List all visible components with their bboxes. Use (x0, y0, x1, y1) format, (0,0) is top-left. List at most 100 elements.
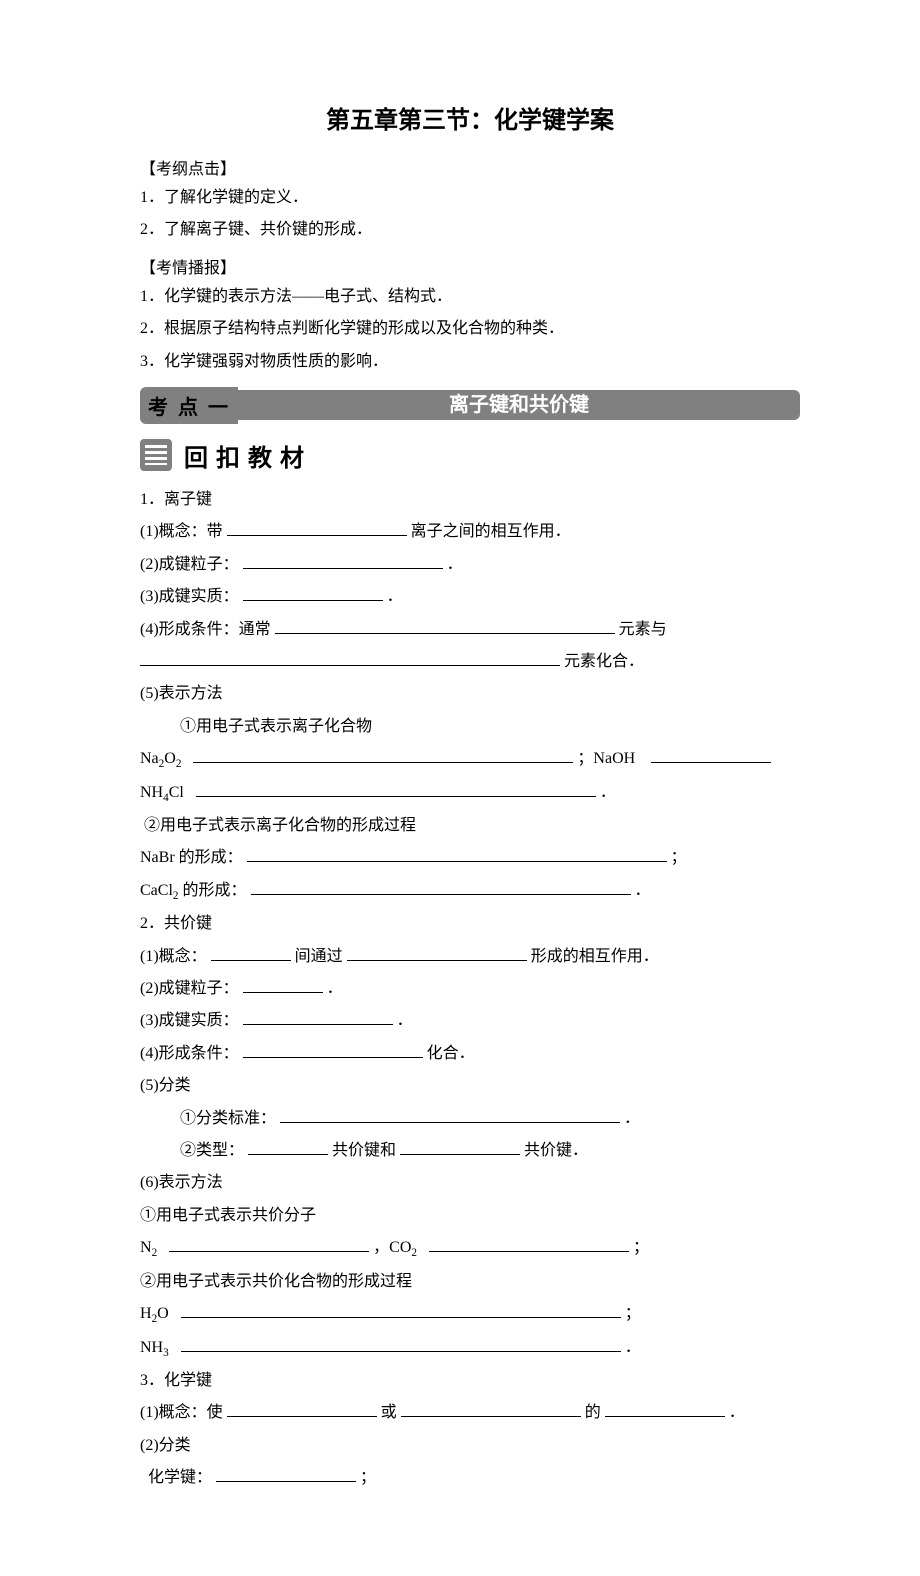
text: 共价键和 (332, 1142, 396, 1159)
blank (347, 943, 527, 961)
blank (243, 1008, 393, 1026)
text: ． (387, 588, 403, 605)
chembond-classify: (2)分类 (140, 1431, 800, 1461)
blank (140, 648, 560, 666)
blank (181, 1300, 621, 1318)
blank (193, 745, 573, 763)
kaogang-item: 1．了解化学键的定义． (140, 183, 800, 213)
kaodian-row: 考点一 离子键和共价键 (140, 387, 800, 424)
blank (429, 1235, 629, 1253)
blank (227, 1400, 377, 1418)
text: NaBr 的形成： (140, 849, 243, 866)
page-title: 第五章第三节：化学键学案 (140, 100, 800, 135)
text: ；NaOH (577, 750, 635, 767)
na2o2-line: Na2O2 ；NaOH (140, 744, 800, 775)
text: 元素化合． (564, 653, 644, 670)
nabr-line: NaBr 的形成： ； (140, 843, 800, 873)
text: ； (625, 1305, 641, 1322)
text: (2)成键粒子： (140, 556, 239, 573)
ionic-heading: 1．离子键 (140, 485, 800, 515)
blank (401, 1400, 581, 1418)
covalent-heading: 2．共价键 (140, 909, 800, 939)
text: (4)形成条件： (140, 1045, 239, 1062)
covalent-classify-b: ②类型： 共价键和 共价键． (140, 1136, 800, 1166)
ionic-repr: (5)表示方法 (140, 679, 800, 709)
text: (1)概念：使 (140, 1404, 223, 1421)
blank (243, 975, 323, 993)
blank (251, 877, 631, 895)
kaoqing-item: 3．化学键强弱对物质性质的影响． (140, 347, 800, 377)
kaogang-item: 2．了解离子键、共价键的形成． (140, 215, 800, 245)
covalent-concept: (1)概念： 间通过 形成的相互作用． (140, 942, 800, 972)
text: ； (633, 1239, 649, 1256)
text: ． (600, 784, 616, 801)
blank (651, 745, 771, 763)
text: ． (447, 556, 463, 573)
covalent-condition: (4)形成条件： 化合． (140, 1039, 800, 1069)
text: 化学键： (148, 1469, 212, 1486)
text: ②类型： (180, 1142, 244, 1159)
blank (227, 519, 407, 537)
blank (181, 1334, 621, 1352)
covalent-repr-a: ①用电子式表示共价分子 (140, 1201, 800, 1231)
chembond-heading: 3．化学键 (140, 1366, 800, 1396)
covalent-classify: (5)分类 (140, 1071, 800, 1101)
text: (3)成键实质： (140, 1012, 239, 1029)
text: ①分类标准： (180, 1110, 276, 1127)
kaodian-badge: 考点一 (140, 387, 238, 424)
text: ． (327, 980, 343, 997)
covalent-repr: (6)表示方法 (140, 1168, 800, 1198)
text: CaCl2 的形成： (140, 882, 247, 899)
nh4cl-line: NH4Cl ． (140, 778, 800, 809)
text: ． (397, 1012, 413, 1029)
text: H2O (140, 1305, 177, 1322)
kaoqing-label: 【考情播报】 (140, 254, 800, 278)
blank (248, 1137, 328, 1155)
n2-line: N2 ，CO2 ； (140, 1233, 800, 1264)
blank (211, 943, 291, 961)
blank (280, 1105, 620, 1123)
kaoqing-item: 1．化学键的表示方法——电子式、结构式． (140, 282, 800, 312)
text: ； (360, 1469, 376, 1486)
covalent-particles: (2)成键粒子： ． (140, 974, 800, 1004)
text: ． (625, 1339, 641, 1356)
h2o-line: H2O ； (140, 1299, 800, 1330)
huikou-row: 回扣教材 (140, 438, 800, 473)
kaogang-label: 【考纲点击】 (140, 155, 800, 179)
text: (2)成键粒子： (140, 980, 239, 997)
covalent-essence: (3)成键实质： ． (140, 1006, 800, 1036)
text: ； (671, 849, 687, 866)
covalent-repr-b: ②用电子式表示共价化合物的形成过程 (140, 1267, 800, 1297)
blank (216, 1465, 356, 1483)
blank (196, 779, 596, 797)
nh3-line: NH3 ． (140, 1333, 800, 1364)
text: (1)概念：带 (140, 523, 223, 540)
text: 或 (381, 1404, 397, 1421)
text: ． (635, 882, 651, 899)
blank (243, 584, 383, 602)
text: NH3 (140, 1339, 177, 1356)
text: ． (729, 1404, 745, 1421)
text: Na2O2 (140, 750, 189, 767)
text: 形成的相互作用． (531, 948, 659, 965)
blank (400, 1137, 520, 1155)
text: NH4Cl (140, 784, 192, 801)
cacl2-line: CaCl2 的形成： ． (140, 876, 800, 907)
blank (243, 551, 443, 569)
list-icon (140, 439, 172, 471)
text: 共价键． (524, 1142, 588, 1159)
blank (243, 1040, 423, 1058)
covalent-classify-a: ①分类标准： ． (140, 1104, 800, 1134)
text: (4)形成条件：通常 (140, 621, 271, 638)
chembond-classify-a: 化学键： ； (140, 1463, 800, 1493)
text: (3)成键实质： (140, 588, 239, 605)
text: 元素与 (619, 621, 667, 638)
blank (247, 845, 667, 863)
ionic-condition: (4)形成条件：通常 元素与 (140, 615, 800, 645)
ionic-repr-a: ①用电子式表示离子化合物 (140, 712, 800, 742)
ionic-condition-2: 元素化合． (140, 647, 800, 677)
text: (1)概念： (140, 948, 207, 965)
blank (275, 616, 615, 634)
ionic-essence: (3)成键实质： ． (140, 582, 800, 612)
text: ． (624, 1110, 640, 1127)
